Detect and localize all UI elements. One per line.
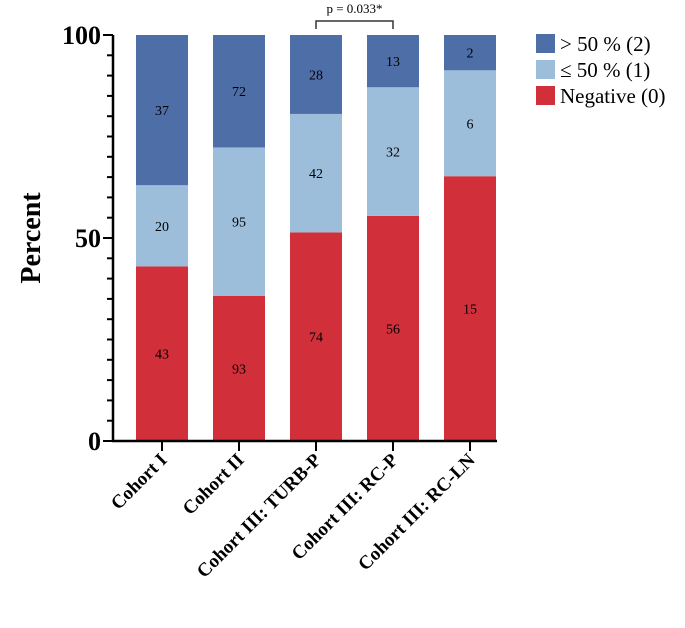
bar-segment: [290, 35, 342, 114]
y-tick-label: 100: [62, 21, 101, 50]
bar-segment: [213, 147, 265, 296]
bar-segment: [367, 215, 419, 441]
y-tick-label: 50: [75, 224, 101, 253]
p-value-label: p = 0.033*: [326, 1, 382, 16]
y-tick-label: 0: [88, 427, 101, 456]
segment-count-label: 43: [155, 348, 169, 363]
segment-count-label: 28: [309, 68, 323, 83]
legend-swatch: [536, 34, 555, 53]
segment-count-label: 95: [232, 216, 246, 231]
bar-segment: [213, 295, 265, 441]
bar-segment: [136, 35, 188, 186]
bar-segment: [444, 35, 496, 71]
segment-count-label: 15: [463, 303, 477, 318]
segment-count-label: 93: [232, 362, 246, 377]
legend-label: Negative (0): [560, 84, 666, 108]
significance-annotation: p = 0.033*: [315, 1, 394, 29]
bar-segment: [367, 35, 419, 88]
segment-count-label: 72: [232, 85, 246, 100]
segment-count-label: 56: [386, 322, 400, 337]
segment-count-label: 42: [309, 167, 323, 182]
bar-segment: [444, 70, 496, 177]
segment-count-label: 6: [467, 117, 474, 132]
segment-count-label: 2: [467, 47, 474, 62]
segment-count-label: 32: [386, 146, 400, 161]
y-axis-label: Percent: [16, 192, 47, 284]
bar-segment: [290, 113, 342, 233]
x-tick-label: Cohort I: [107, 450, 171, 514]
legend-swatch: [536, 86, 555, 105]
bar-segment: [213, 35, 265, 148]
x-tick-label: Cohort II: [179, 450, 249, 520]
segment-count-label: 13: [386, 55, 400, 70]
significance-bracket: [315, 20, 394, 29]
segment-count-label: 74: [309, 331, 323, 346]
bar-segment: [367, 87, 419, 216]
bars-layer: 43 20 37 93 95 72 74 42 28 56 32 13 15 6 2: [136, 35, 496, 441]
legend-label: ≤ 50 % (1): [560, 58, 650, 82]
legend-swatch: [536, 60, 555, 79]
bar-segment: [444, 176, 496, 441]
bar-segment: [136, 185, 188, 267]
bar-segment: [290, 232, 342, 441]
segment-count-label: 20: [155, 220, 169, 235]
legend: > 50 % (2)≤ 50 % (1)Negative (0): [536, 32, 666, 108]
segment-count-label: 37: [155, 104, 169, 119]
bar-segment: [136, 266, 188, 441]
legend-label: > 50 % (2): [560, 32, 651, 56]
